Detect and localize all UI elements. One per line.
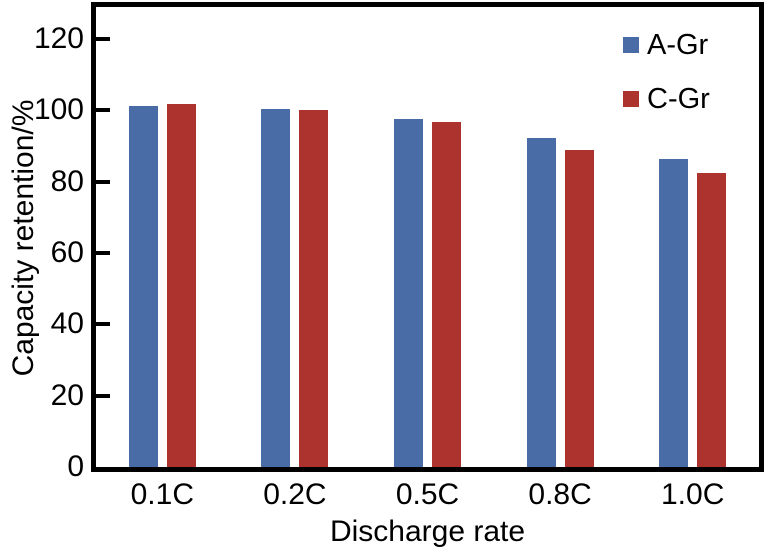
legend-swatch-c-gr (623, 91, 639, 107)
bar-c-gr-0.1c (166, 104, 196, 467)
x-tick-label: 0.1C (130, 478, 194, 511)
bar-c-gr-0.5c (432, 122, 461, 467)
y-tick-label: 80 (50, 164, 84, 198)
legend-label-c-gr: C-Gr (647, 83, 710, 115)
y-tick (96, 108, 110, 113)
y-tick-label: 60 (50, 236, 84, 270)
bar-a-gr-1.0c (659, 158, 689, 467)
y-tick (96, 393, 110, 398)
bar-a-gr-0.2c (261, 109, 291, 467)
plot-area (91, 2, 764, 472)
bar-c-gr-0.8c (564, 149, 594, 467)
x-tick-label: 0.2C (263, 478, 327, 511)
y-tick (96, 251, 110, 256)
y-tick (96, 322, 110, 327)
bar-a-gr-0.5c (394, 118, 423, 467)
y-tick (96, 37, 110, 42)
legend-label-a-gr: A-Gr (647, 29, 709, 61)
y-tick-label: 100 (33, 93, 84, 127)
x-tick-label: 1.0C (661, 478, 725, 511)
x-tick-label: 0.5C (395, 478, 460, 511)
bar-c-gr-1.0c (697, 172, 727, 467)
x-axis-title: Discharge rate (329, 515, 526, 548)
y-tick-label: 40 (50, 307, 84, 341)
x-tick-label: 0.8C (528, 478, 592, 511)
bar-c-gr-0.2c (299, 110, 329, 467)
y-tick (96, 179, 110, 184)
y-tick-label: 20 (50, 378, 84, 412)
bar-a-gr-0.1c (128, 106, 158, 467)
y-tick-label: 0 (67, 450, 84, 483)
y-tick-label: 120 (33, 22, 84, 56)
legend-swatch-a-gr (623, 37, 639, 53)
bar-a-gr-0.8c (526, 138, 556, 467)
